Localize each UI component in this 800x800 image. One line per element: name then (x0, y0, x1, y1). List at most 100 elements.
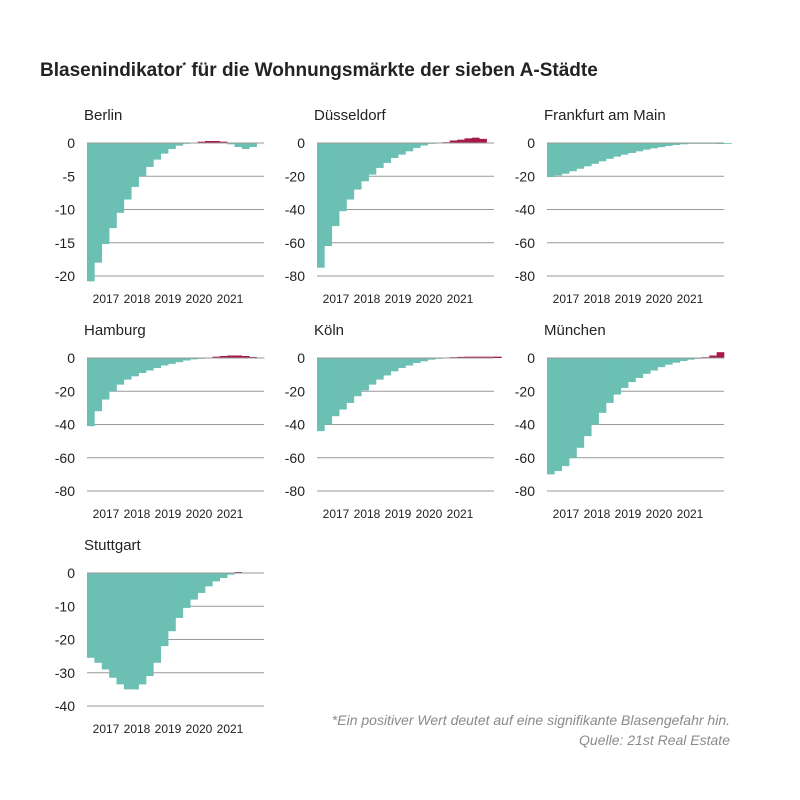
bar-negative (598, 143, 607, 162)
x-tick-label: 2021 (217, 507, 244, 521)
x-tick-label: 2019 (385, 507, 412, 521)
panel-duesseldorf: Düsseldorf 0 -20 -40 -60 -80 2017 2018 2019 2020 2… (285, 107, 494, 306)
bar-negative (412, 143, 421, 148)
bar-negative (234, 143, 243, 147)
bar-negative (657, 358, 666, 368)
bar-negative (620, 143, 629, 155)
panel-title: Frankfurt am Main (544, 107, 666, 124)
bar-negative (324, 358, 333, 425)
bar-negative (628, 143, 636, 153)
bar-negative (160, 573, 169, 647)
bar-negative (153, 358, 162, 368)
bar-positive (234, 355, 243, 358)
bar-negative (613, 358, 622, 395)
bar-negative (146, 358, 154, 371)
bar-negative (131, 573, 139, 690)
bar-positive (212, 141, 221, 143)
bar-negative (405, 358, 414, 366)
x-tick-label: 2020 (186, 507, 213, 521)
bar-positive (464, 356, 473, 358)
bar-positive (197, 141, 206, 143)
bar-positive (227, 355, 235, 358)
bar-negative (227, 143, 235, 145)
bar-negative (383, 143, 392, 163)
bar-negative (376, 358, 384, 380)
y-tick-label: -20 (55, 383, 75, 399)
chart-title: Blasenindikator* für die Wohnungsmärkte … (40, 60, 598, 82)
bar-negative (672, 358, 681, 363)
bar-negative (138, 573, 147, 685)
y-tick-label: 0 (297, 350, 305, 366)
bar-negative (101, 358, 110, 400)
bar-negative (116, 358, 125, 385)
bar-negative (175, 358, 184, 363)
bar-negative (353, 358, 362, 397)
bar-negative (642, 358, 651, 374)
bar-negative (317, 358, 325, 432)
bar-negative (153, 573, 162, 663)
y-tick-label: -60 (285, 450, 305, 466)
y-tick-label: -20 (285, 168, 305, 184)
bar-negative (361, 358, 369, 391)
panel-title: Stuttgart (84, 537, 142, 554)
bar-negative (160, 358, 169, 366)
panel-title: Hamburg (84, 322, 146, 339)
y-tick-label: -40 (285, 417, 305, 433)
y-tick-label: -80 (285, 268, 305, 284)
bar-negative (116, 143, 125, 213)
bar-negative (657, 143, 666, 148)
bar-negative (168, 358, 176, 364)
x-tick-label: 2019 (155, 292, 182, 306)
bar-negative (665, 358, 673, 365)
footnote-source: Quelle: 21st Real Estate (579, 732, 730, 748)
bar-negative (583, 358, 592, 437)
bar-negative (569, 358, 577, 458)
bar-negative (628, 358, 636, 383)
bar-positive (494, 356, 502, 358)
y-tick-label: -80 (285, 483, 305, 499)
panel-stuttgart: Stuttgart 0 -10 -20 -30 -40 2017 2018 2019 2020 20… (55, 537, 264, 736)
y-tick-label: -20 (55, 632, 75, 648)
bar-negative (331, 143, 340, 227)
panel-title: Berlin (84, 107, 122, 124)
bar-negative (554, 143, 563, 176)
x-tick-label: 2020 (416, 507, 443, 521)
bar-negative (398, 143, 406, 155)
bar-negative (576, 358, 585, 448)
footnote-note: *Ein positiver Wert deutet auf eine sign… (331, 712, 730, 728)
bar-negative (109, 358, 117, 392)
bar-negative (339, 358, 347, 410)
y-tick-label: 0 (297, 135, 305, 151)
bar-negative (547, 358, 555, 475)
bar-positive (486, 356, 495, 358)
bar-positive (457, 356, 465, 358)
chart-title-asterisk: * (182, 60, 187, 71)
bar-negative (606, 143, 614, 159)
bar-negative (376, 143, 384, 168)
bar-positive (479, 138, 487, 143)
bar-negative (331, 358, 340, 417)
panel-title: Köln (314, 322, 344, 339)
panel-muenchen: München 0 -20 -40 -60 -80 2017 2018 2019 2020 2021 (515, 322, 725, 521)
x-tick-label: 2021 (217, 292, 244, 306)
bar-negative (368, 358, 377, 385)
x-tick-label: 2018 (584, 507, 611, 521)
bar-negative (87, 143, 95, 282)
bar-negative (241, 143, 250, 149)
bar-negative (368, 143, 377, 175)
panel-berlin: Berlin 0 -5 -10 -15 -20 2017 2018 2019 2020 2021 (55, 107, 264, 306)
bar-negative (146, 143, 154, 167)
bar-negative (101, 573, 110, 670)
bar-negative (665, 143, 673, 146)
x-tick-label: 2018 (124, 722, 151, 736)
bar-negative (547, 143, 555, 178)
y-tick-label: 0 (67, 135, 75, 151)
panel-frankfurt: Frankfurt am Main 0 -20 -40 -60 -80 2017 2018 20… (515, 107, 732, 306)
bar-negative (650, 143, 658, 149)
bar-negative (420, 358, 428, 362)
x-tick-label: 2017 (553, 292, 580, 306)
y-tick-label: -80 (515, 483, 535, 499)
y-tick-label: -40 (285, 202, 305, 218)
bar-negative (146, 573, 154, 677)
x-tick-label: 2017 (93, 292, 120, 306)
